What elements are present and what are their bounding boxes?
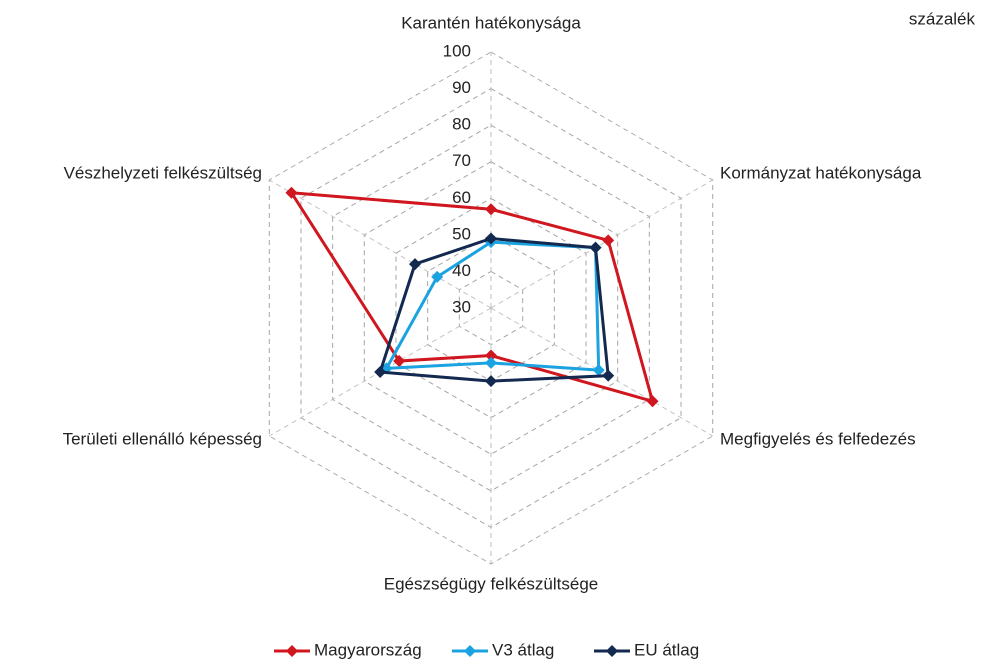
y-tick-label: 80: [452, 115, 471, 134]
category-label: Vészhelyzeti felkészültség: [64, 163, 262, 182]
category-label: Területi ellenálló képesség: [63, 429, 262, 448]
legend-marker: [606, 645, 618, 657]
legend-label: Magyarország: [314, 640, 422, 659]
marker: [602, 369, 615, 382]
marker: [485, 203, 497, 216]
axis-line: [269, 179, 492, 309]
marker: [285, 186, 298, 199]
marker: [485, 356, 497, 369]
y-tick-label: 50: [452, 224, 471, 243]
category-label: Kormányzat hatékonysága: [720, 163, 922, 182]
marker: [602, 234, 615, 247]
legend-marker: [464, 645, 476, 657]
category-label: Egészségügy felkészültsége: [384, 574, 599, 593]
legend-label: EU átlag: [634, 640, 699, 659]
axis-line: [490, 179, 713, 309]
y-tick-label: 90: [452, 78, 471, 97]
marker: [408, 258, 421, 271]
marker: [393, 355, 406, 368]
category-label: Karantén hatékonysága: [401, 13, 581, 32]
legend-marker: [286, 645, 298, 657]
marker: [485, 375, 497, 388]
marker: [485, 349, 497, 362]
marker: [374, 366, 387, 378]
category-label: Megfigyelés és felfedezés: [720, 429, 916, 448]
marker: [589, 241, 602, 254]
y-tick-label: 30: [452, 297, 471, 316]
marker: [485, 232, 497, 245]
y-tick-label: 100: [443, 41, 471, 60]
marker: [431, 270, 444, 283]
marker: [646, 395, 659, 408]
unit-label: százalék: [909, 9, 976, 28]
legend-label: V3 átlag: [492, 640, 554, 659]
y-tick-label: 70: [452, 151, 471, 170]
y-tick-label: 60: [452, 188, 471, 207]
marker: [592, 364, 605, 377]
series-line: [383, 240, 601, 372]
